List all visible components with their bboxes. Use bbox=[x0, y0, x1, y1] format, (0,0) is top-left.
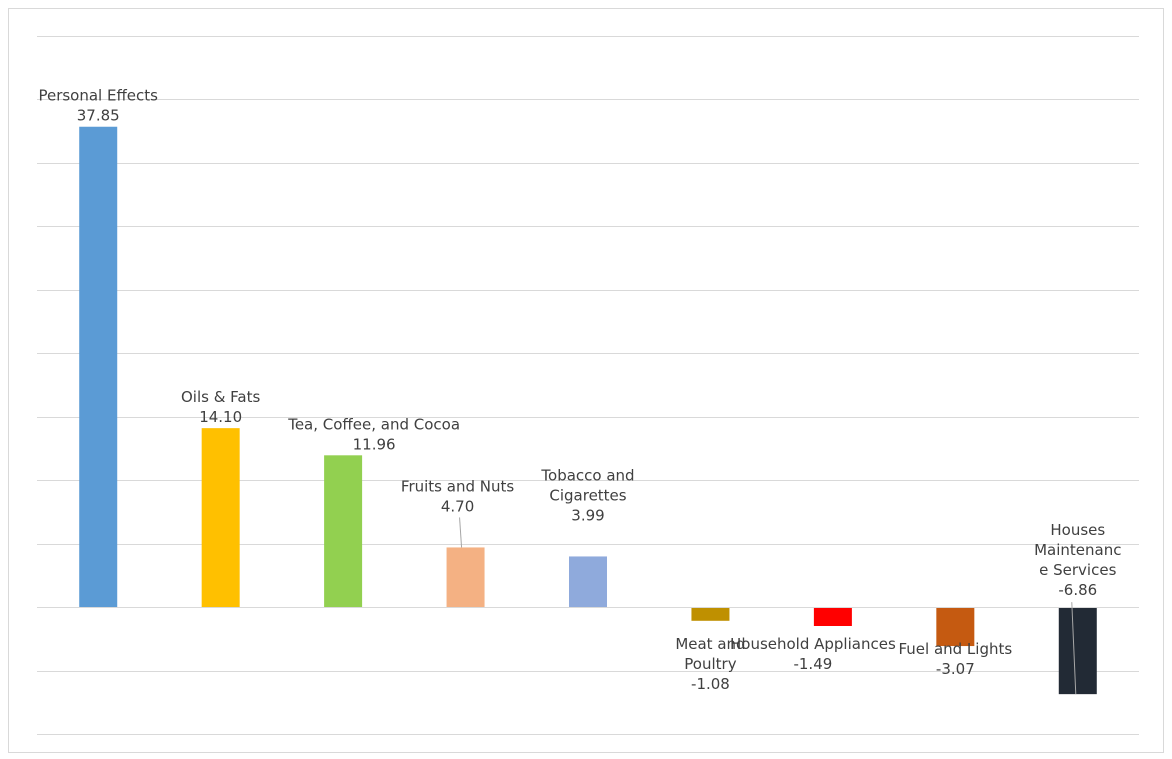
bar bbox=[569, 556, 607, 608]
category-label: Cigarettes bbox=[549, 486, 626, 504]
value-label: 37.85 bbox=[77, 107, 120, 125]
data-label: Fruits and Nuts 4.70 bbox=[401, 477, 514, 515]
category-label: Fruits and Nuts bbox=[401, 477, 514, 495]
value-label: 4.70 bbox=[441, 497, 474, 515]
data-labels: Personal Effects 37.85 Oils & Fats 14.10 Tea… bbox=[38, 87, 1121, 695]
category-label: e Services bbox=[1039, 561, 1116, 579]
value-label: 14.10 bbox=[199, 408, 242, 426]
value-label: -6.86 bbox=[1058, 581, 1097, 599]
bar bbox=[446, 547, 485, 608]
value-label: -3.07 bbox=[936, 660, 975, 678]
bar bbox=[691, 607, 730, 621]
data-label: Oils & Fats 14.10 bbox=[181, 388, 261, 426]
value-label: -1.49 bbox=[793, 655, 832, 673]
bar bbox=[813, 607, 852, 627]
category-label: Oils & Fats bbox=[181, 388, 261, 406]
bar bbox=[79, 126, 118, 608]
data-label: Tobacco and Cigarettes 3.99 bbox=[540, 466, 634, 524]
leader-line bbox=[1071, 602, 1077, 695]
category-label: Meat and bbox=[675, 635, 745, 653]
data-label: Household Appliances -1.49 bbox=[730, 635, 896, 673]
category-label: Maintenanc bbox=[1034, 541, 1121, 559]
data-label: Personal Effects 37.85 bbox=[38, 87, 158, 125]
bar bbox=[936, 607, 975, 647]
bar bbox=[324, 455, 363, 608]
chart-frame: Personal Effects 37.85 Oils & Fats 14.10 Tea… bbox=[8, 8, 1164, 753]
value-label: -1.08 bbox=[691, 675, 730, 693]
category-label: Tobacco and bbox=[540, 466, 634, 484]
data-label: Houses Maintenanc e Services -6.86 bbox=[1034, 521, 1121, 599]
leader-line bbox=[459, 517, 463, 548]
value-label: 3.99 bbox=[571, 506, 604, 524]
bars bbox=[79, 126, 1097, 695]
category-label: Household Appliances bbox=[730, 635, 896, 653]
value-label: 11.96 bbox=[353, 435, 396, 453]
category-label: Fuel and Lights bbox=[898, 640, 1012, 658]
category-label: Personal Effects bbox=[38, 87, 158, 105]
bar-chart: Personal Effects 37.85 Oils & Fats 14.10 Tea… bbox=[37, 36, 1139, 735]
bar bbox=[1058, 607, 1097, 695]
category-label: Poultry bbox=[684, 655, 736, 673]
data-label: Tea, Coffee, and Cocoa 11.96 bbox=[287, 415, 460, 453]
data-label: Meat and Poultry -1.08 bbox=[675, 635, 745, 693]
category-label: Houses bbox=[1050, 521, 1105, 539]
data-label: Fuel and Lights -3.07 bbox=[898, 640, 1012, 678]
bar bbox=[201, 428, 240, 608]
category-label: Tea, Coffee, and Cocoa bbox=[287, 415, 460, 433]
